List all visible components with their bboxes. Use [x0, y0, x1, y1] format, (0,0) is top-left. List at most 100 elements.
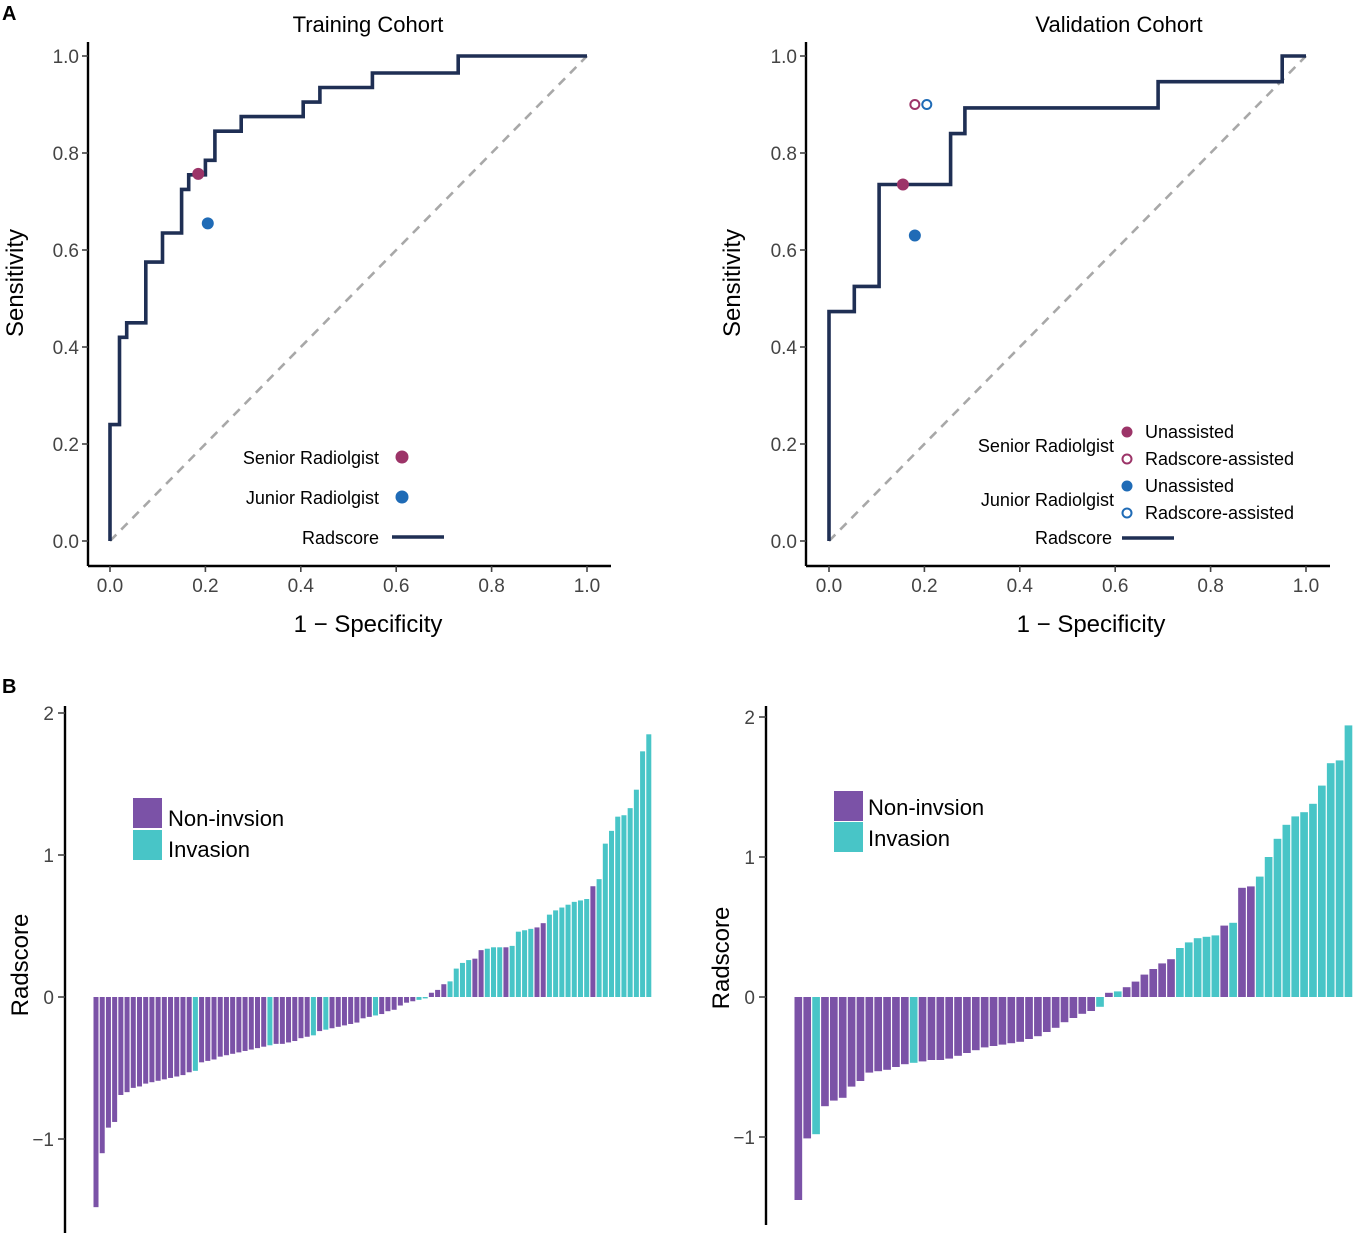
- waterfall-bar: [553, 910, 559, 997]
- waterfall-bar: [136, 997, 142, 1087]
- legend-swatch-noninvasion: [133, 798, 162, 828]
- waterfall-bar: [596, 879, 602, 997]
- waterfall-bar: [1291, 816, 1300, 997]
- waterfall-bar: [1247, 886, 1255, 997]
- y-tick-label: 1.0: [771, 47, 797, 68]
- waterfall-bar: [149, 997, 155, 1083]
- waterfall-bar: [143, 997, 149, 1084]
- waterfall-bar: [174, 997, 180, 1077]
- waterfall-bar: [441, 984, 447, 997]
- waterfall-bar: [1344, 725, 1353, 997]
- waterfall-bar: [323, 997, 329, 1030]
- waterfall-bar: [497, 947, 503, 997]
- waterfall-bar: [1025, 997, 1033, 1039]
- roc-curve-radscore: [108, 54, 587, 541]
- waterfall-bar: [865, 997, 874, 1073]
- legend-swatch-invasion: [834, 822, 863, 852]
- waterfall-bar: [546, 914, 552, 997]
- waterfall-bar: [1007, 997, 1016, 1044]
- legend-marker: [1121, 480, 1133, 492]
- waterfall-bar: [998, 997, 1007, 1045]
- y-tick-label: 0.6: [53, 241, 79, 262]
- waterfall-bar: [391, 997, 397, 1010]
- y-tick-label: 0.6: [771, 241, 797, 262]
- waterfall-chart-validation: Radscore Non-invsion Invasion −1 0 1 2: [708, 706, 1353, 1225]
- waterfall-bar: [366, 997, 372, 1017]
- waterfall-bar: [348, 997, 354, 1024]
- waterfall-bar: [963, 997, 971, 1053]
- waterfall-bar: [856, 997, 865, 1081]
- waterfall-bar: [1078, 997, 1087, 1014]
- waterfall-bar: [205, 997, 211, 1061]
- waterfall-bar: [565, 904, 571, 997]
- waterfall-bar: [1300, 812, 1308, 997]
- legend-marker: [1121, 426, 1133, 438]
- waterfall-bar: [304, 997, 310, 1037]
- waterfall-bar: [980, 997, 989, 1048]
- radiologist-point: [201, 217, 214, 230]
- waterfall-bar: [909, 997, 918, 1063]
- waterfall-bar: [1184, 942, 1193, 997]
- waterfall-bar: [1069, 997, 1078, 1018]
- x-tick-label: 0.8: [1197, 576, 1223, 597]
- waterfall-bar: [590, 886, 596, 997]
- x-tick-label: 0.2: [911, 576, 937, 597]
- radiologist-point-assisted: [921, 99, 933, 110]
- waterfall-bar: [1149, 969, 1158, 997]
- chart-title: Training Cohort: [293, 12, 444, 37]
- waterfall-bar: [1105, 992, 1113, 997]
- waterfall-bar: [1211, 935, 1220, 997]
- waterfall-bar: [223, 997, 229, 1056]
- waterfall-bar: [989, 997, 998, 1046]
- x-tick-label: 0.4: [1007, 576, 1034, 597]
- waterfall-bar: [1229, 922, 1237, 997]
- waterfall-bar: [373, 997, 379, 1016]
- x-tick-label: 0.8: [478, 576, 504, 597]
- y-tick-label: 2: [43, 704, 54, 725]
- legend-label-invasion: Invasion: [168, 837, 250, 862]
- waterfall-bar: [99, 997, 105, 1154]
- waterfall-bar: [936, 997, 945, 1060]
- waterfall-bar: [954, 997, 962, 1056]
- waterfall-bar: [874, 997, 883, 1072]
- legend-label: Senior Radiolgist: [243, 448, 379, 468]
- waterfall-bar: [821, 997, 829, 1107]
- waterfall-bar: [1051, 997, 1060, 1028]
- waterfall-bar: [794, 997, 803, 1200]
- waterfall-bar: [1282, 824, 1291, 997]
- waterfall-bar: [155, 997, 161, 1081]
- waterfall-bar: [627, 808, 633, 997]
- waterfall-bar: [1060, 997, 1069, 1023]
- x-axis-label: 1 − Specificity: [1017, 611, 1166, 638]
- waterfall-bar: [1318, 785, 1326, 997]
- waterfall-bar: [621, 815, 627, 997]
- legend-marker-open: [1121, 507, 1133, 519]
- legend-item-label: Unassisted: [1145, 476, 1234, 496]
- waterfall-bar: [1140, 974, 1149, 997]
- waterfall-bar: [646, 734, 652, 997]
- waterfall-bar: [1273, 838, 1282, 997]
- x-tick-label: 1.0: [574, 576, 600, 597]
- legend-group-label: Junior Radiolgist: [981, 490, 1114, 510]
- waterfall-bar: [248, 997, 254, 1050]
- reference-diagonal: [828, 55, 1307, 542]
- waterfall-bar: [180, 997, 186, 1076]
- waterfall-bar: [484, 948, 490, 997]
- roc-chart-training: Training Cohort Sensitivity 1 − Specific…: [2, 12, 611, 638]
- waterfall-bar: [1096, 997, 1104, 1007]
- legend-label-noninvasion: Non-invsion: [168, 806, 284, 831]
- waterfall-bar: [1087, 997, 1095, 1011]
- waterfall-bar: [918, 997, 927, 1062]
- waterfall-bar: [186, 997, 192, 1073]
- y-tick-label: 0.2: [771, 435, 797, 456]
- waterfall-bar: [341, 997, 347, 1026]
- waterfall-bar: [1202, 936, 1211, 997]
- waterfall-bar: [254, 997, 260, 1049]
- waterfall-bar: [385, 997, 391, 1012]
- waterfall-bar: [118, 997, 124, 1095]
- waterfall-bar: [292, 997, 298, 1042]
- waterfall-bar: [491, 947, 497, 997]
- waterfall-chart-training: Radscore Non-invsion Invasion −1 0 1 2: [7, 704, 652, 1233]
- waterfall-bar: [534, 927, 540, 997]
